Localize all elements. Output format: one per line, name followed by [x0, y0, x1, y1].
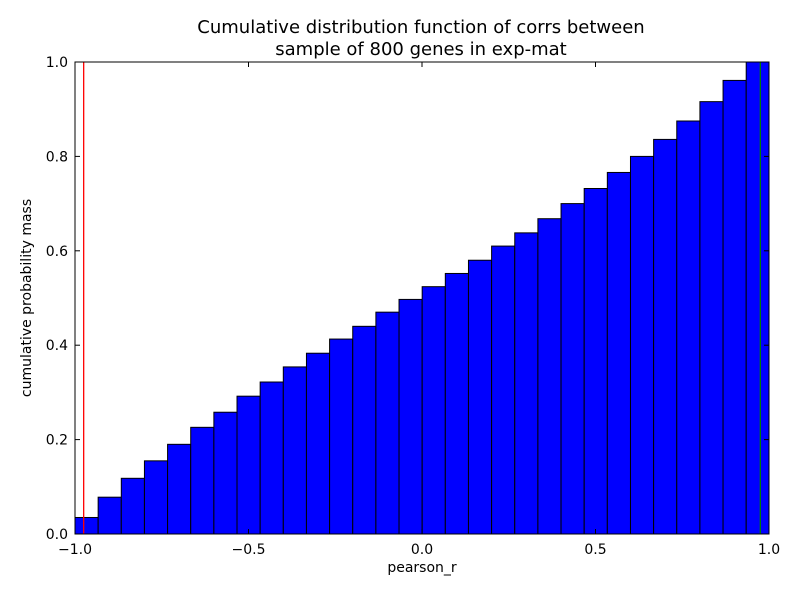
x-tick-label: −1.0 [58, 542, 92, 558]
y-tick-label: 0.8 [46, 149, 68, 165]
histogram-bar [537, 218, 562, 535]
histogram-bar [491, 245, 516, 535]
histogram-bar [676, 120, 701, 535]
y-tick-label: 1.0 [46, 55, 68, 71]
histogram-bar [699, 101, 724, 535]
x-tick-label: 0.0 [411, 542, 433, 558]
histogram-bar [467, 259, 493, 535]
histogram-bar [282, 366, 307, 535]
y-tick-label: 0.0 [46, 527, 68, 543]
y-tick-label: 0.2 [46, 433, 68, 449]
histogram-bar [653, 138, 678, 535]
histogram-bar [745, 61, 770, 535]
x-tick-label: 0.5 [584, 542, 606, 558]
histogram-bar [190, 426, 215, 535]
histogram-bar [722, 79, 747, 535]
x-tick-label: −0.5 [232, 542, 266, 558]
histogram-bar [167, 443, 192, 535]
histogram-bar [74, 516, 99, 535]
histogram-bar [213, 411, 238, 535]
x-axis-label: pearson_r [387, 560, 457, 576]
histogram-bar [305, 352, 331, 535]
histogram-bar [583, 187, 608, 535]
x-tick-label: 1.0 [758, 542, 780, 558]
y-axis-label: cumulative probability mass [19, 199, 35, 397]
histogram-bar [352, 325, 377, 535]
histogram-bars [74, 61, 770, 535]
y-tick-label: 0.6 [46, 244, 68, 260]
histogram-bar [560, 203, 585, 535]
histogram-bar [421, 286, 446, 535]
histogram-bar [444, 272, 469, 535]
y-tick-label: 0.4 [46, 338, 68, 354]
histogram-bar [398, 298, 423, 535]
y-axis-ticks: 0.0 0.2 0.4 0.6 0.8 1.0 [46, 55, 769, 543]
histogram-bar [329, 338, 354, 535]
histogram-bar [606, 171, 631, 535]
reference-lines [83, 62, 761, 534]
histogram-bar [236, 395, 261, 535]
chart-title-line-1: Cumulative distribution function of corr… [197, 17, 644, 38]
histogram-bar [629, 155, 655, 535]
histogram-bar [514, 232, 539, 535]
histogram-bar [97, 496, 122, 535]
histogram-bar [375, 311, 400, 535]
histogram-bar [120, 477, 145, 535]
histogram-bar [143, 460, 169, 535]
x-axis-ticks: −1.0 −0.5 0.0 0.5 1.0 [58, 62, 780, 558]
chart-title-line-2: sample of 800 genes in exp-mat [275, 39, 566, 60]
histogram-bar [259, 381, 284, 535]
